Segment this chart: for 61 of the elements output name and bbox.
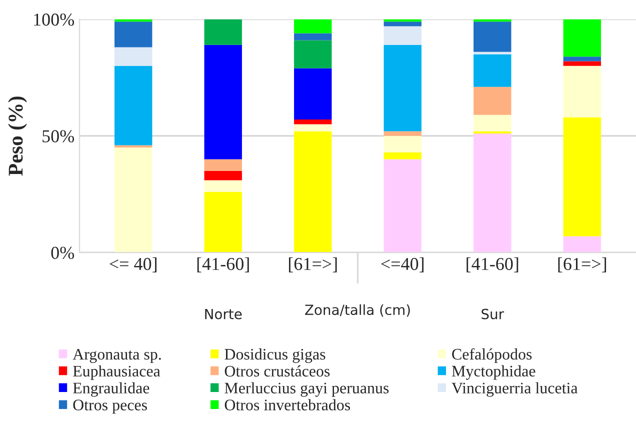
bar: [204, 170, 242, 180]
bar: [204, 180, 242, 192]
bar: [384, 44, 422, 132]
bar: [474, 114, 512, 132]
y-tick-label: 50%: [42, 130, 74, 142]
bar: [563, 56, 601, 62]
y-axis-title: Peso (%): [8, 96, 27, 176]
bar: [294, 33, 332, 40]
bar: [294, 40, 332, 68]
legend-label: Myctophidae: [452, 365, 536, 380]
bar: [204, 19, 242, 45]
legend-label: Vinciguerria lucetia: [452, 382, 578, 397]
x-tick-label: <=40]: [381, 257, 424, 272]
bar: [294, 19, 332, 34]
y-tick-label: 0%: [51, 246, 74, 260]
bar: [474, 86, 512, 115]
x-tick-label: [61=>]: [288, 257, 337, 272]
bar: [384, 22, 422, 26]
bar: [474, 54, 512, 87]
x-tick-label: [41-60]: [466, 257, 518, 272]
bar: [474, 134, 512, 253]
bar: [204, 44, 242, 160]
bar: [384, 159, 422, 253]
bar: [294, 131, 332, 253]
text: Sur: [482, 308, 504, 320]
bar: [114, 47, 152, 66]
x-tick-label: [61=>]: [558, 257, 606, 272]
bar: [563, 19, 601, 57]
bar: [114, 66, 152, 146]
bar: [384, 131, 422, 136]
bar: [114, 22, 152, 48]
bar: [384, 136, 422, 152]
bar: [474, 131, 512, 134]
legend-label: Dosidicus gigas: [224, 348, 326, 363]
text: Norte: [205, 308, 242, 320]
bar: [294, 68, 332, 120]
x-tick-label: [41-60]: [197, 257, 249, 272]
bar: [114, 148, 152, 253]
x-tick-label: <= 40]: [110, 257, 156, 272]
legend-label: Otros invertebrados: [224, 399, 350, 410]
bar: [384, 152, 422, 160]
bar: [204, 192, 242, 253]
bar: [294, 124, 332, 132]
bar: [563, 117, 601, 236]
bar: [384, 26, 422, 45]
legend-label: Merluccius gayi peruanus: [224, 382, 389, 397]
legend-label: Otros crustáceos: [224, 365, 330, 377]
x-axis-title: Zona/talla (cm): [305, 304, 410, 317]
bar: [474, 22, 512, 52]
y-tick-label: 100%: [34, 14, 74, 26]
bar: [563, 66, 601, 118]
legend-label: Otros peces: [73, 400, 147, 414]
legend-label: Engraulidae: [73, 382, 150, 397]
bar: [563, 61, 601, 66]
bar: [563, 236, 601, 253]
legend-label: Cefalópodos: [452, 348, 532, 363]
legend-label: Argonauta sp.: [72, 348, 161, 363]
bar: [294, 120, 332, 124]
legend-label: Euphausiacea: [73, 365, 160, 380]
bar: [114, 145, 152, 148]
bar: [204, 159, 242, 171]
